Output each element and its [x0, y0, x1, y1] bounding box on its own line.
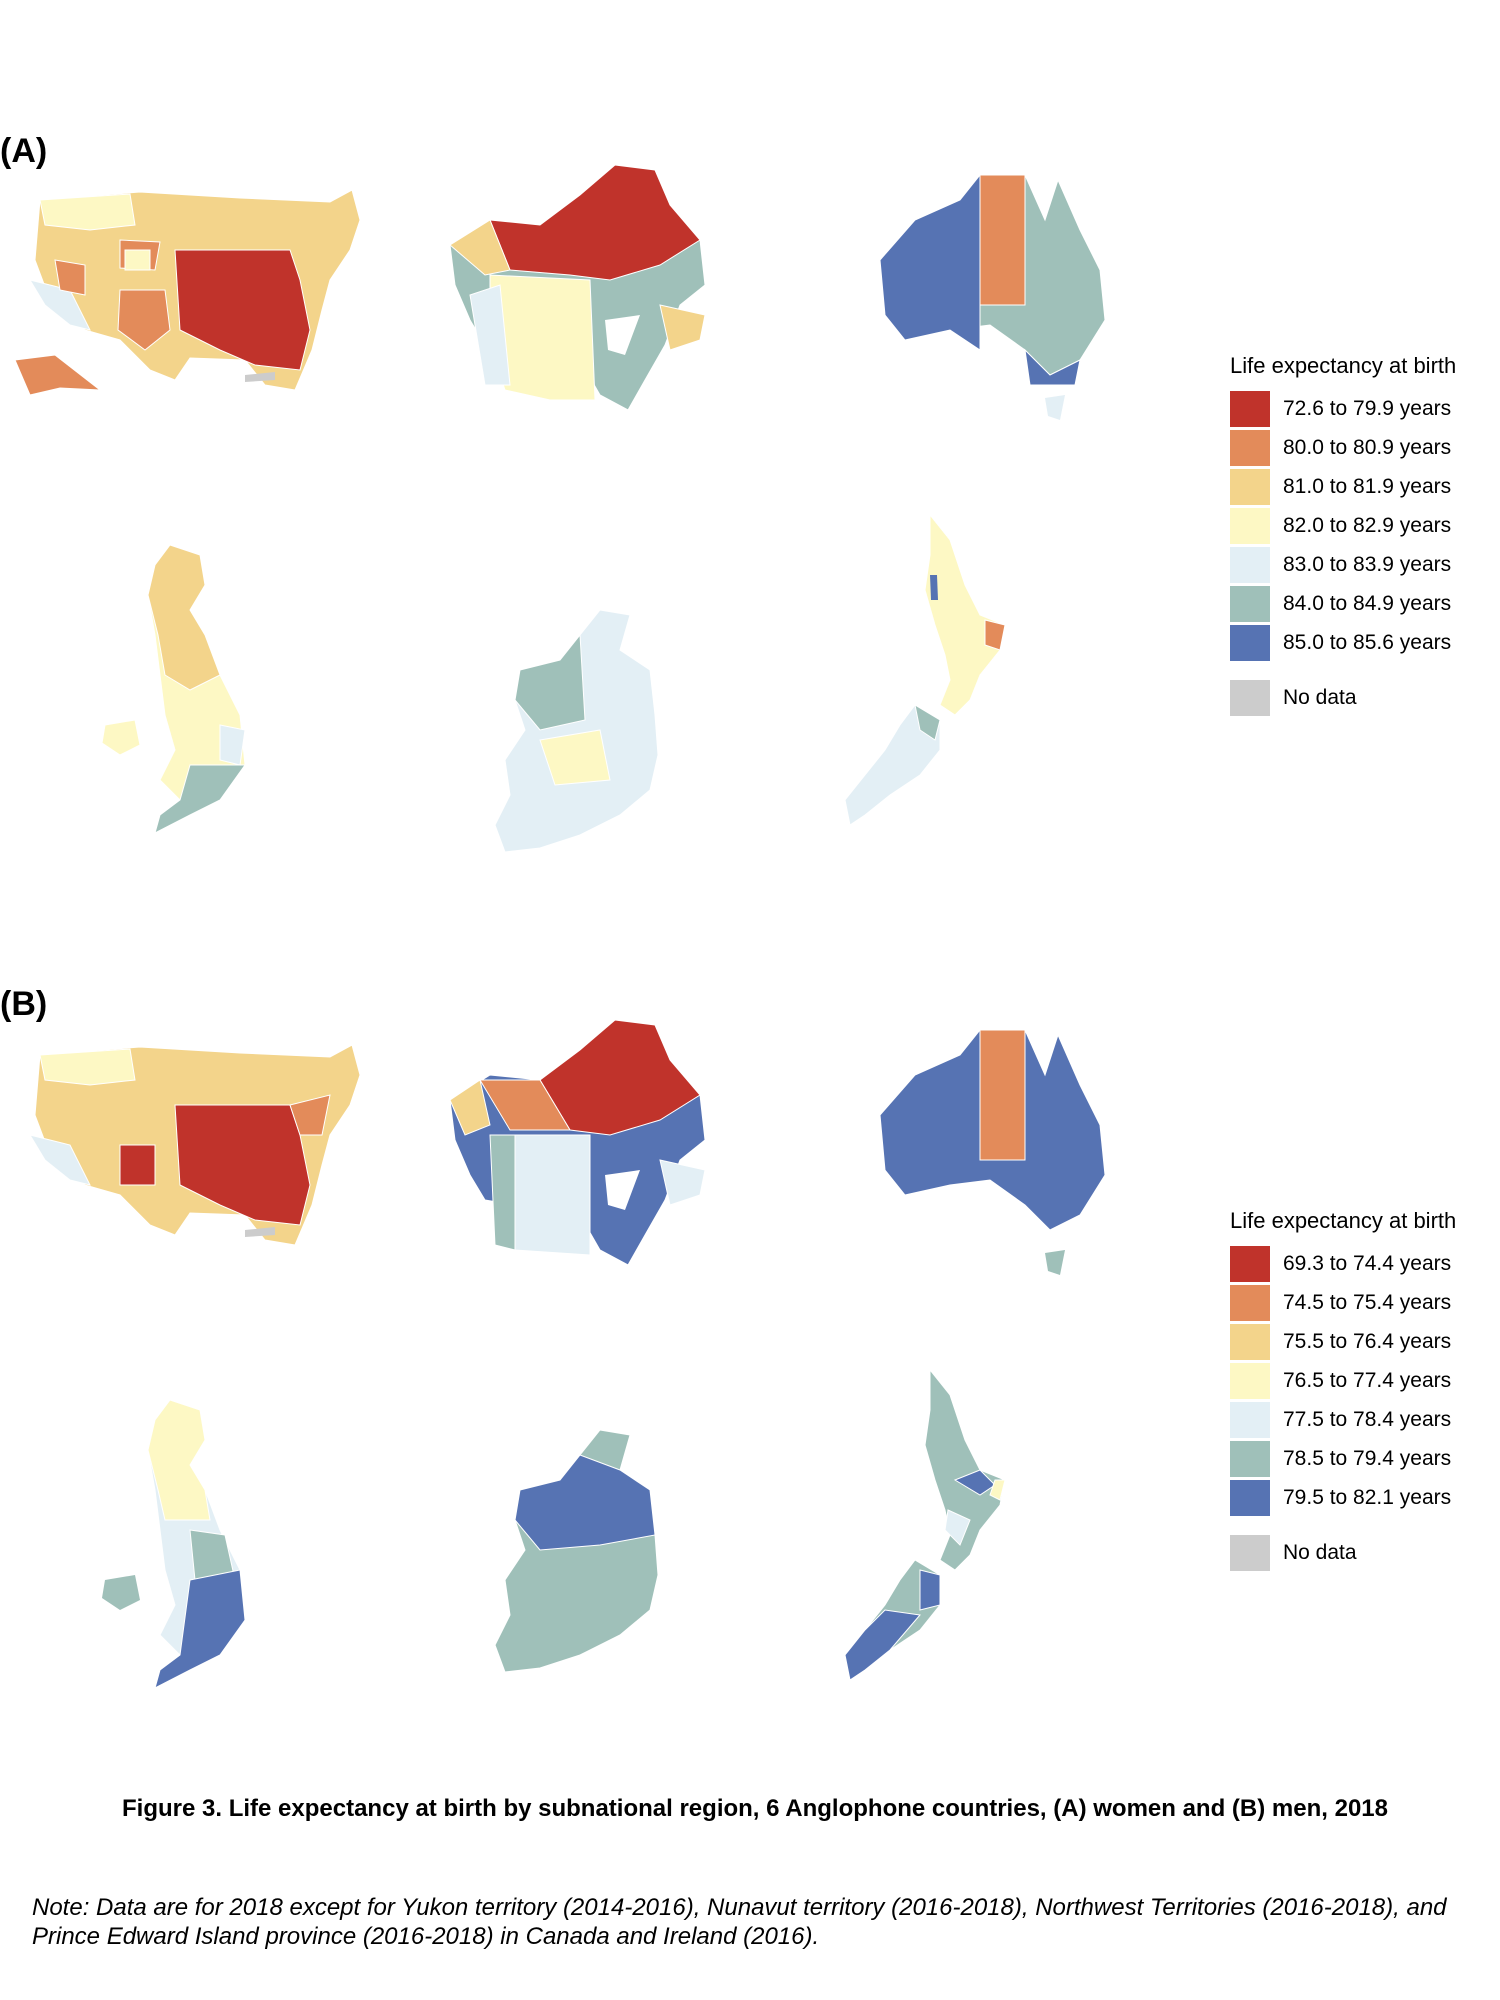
legend-swatch [1230, 546, 1270, 583]
legend-b: Life expectancy at birth 69.3 to 74.4 ye… [1230, 1208, 1500, 1572]
map-a-australia [879, 173, 1106, 421]
map-a-canada [449, 164, 706, 411]
legend-label: 74.5 to 75.4 years [1283, 1290, 1452, 1314]
map-b-uk [101, 1399, 246, 1689]
legend-label: 82.0 to 82.9 years [1283, 513, 1452, 537]
legend-label: 85.0 to 85.6 years [1283, 630, 1452, 654]
legend-b-item: 79.5 to 82.1 years [1230, 1478, 1500, 1517]
legend-b-item: 69.3 to 74.4 years [1230, 1244, 1500, 1283]
legend-a-item: 84.0 to 84.9 years [1230, 584, 1500, 623]
legend-label: 75.5 to 76.4 years [1283, 1329, 1452, 1353]
panel-a-label: (A) [0, 132, 48, 170]
legend-a-no-data: No data [1230, 678, 1500, 717]
legend-b-title: Life expectancy at birth [1230, 1208, 1457, 1233]
legend-swatch [1230, 1362, 1270, 1399]
legend-label: 79.5 to 82.1 years [1283, 1485, 1452, 1509]
legend-swatch [1230, 1401, 1270, 1438]
legend-b-item: 76.5 to 77.4 years [1230, 1361, 1500, 1400]
legend-label: 78.5 to 79.4 years [1283, 1446, 1452, 1470]
legend-swatch [1230, 1245, 1270, 1282]
legend-swatch [1230, 1440, 1270, 1477]
legend-b-item: 75.5 to 76.4 years [1230, 1322, 1500, 1361]
legend-swatch [1230, 390, 1270, 427]
legend-label: No data [1283, 685, 1357, 709]
map-b-canada [449, 1019, 706, 1266]
legend-swatch [1230, 507, 1270, 544]
legend-swatch [1230, 624, 1270, 661]
map-b-ireland [494, 1429, 659, 1673]
legend-label: 72.6 to 79.9 years [1283, 396, 1452, 420]
legend-swatch [1230, 1479, 1270, 1516]
legend-swatch [1230, 1284, 1270, 1321]
legend-a: Life expectancy at birth 72.6 to 79.9 ye… [1230, 353, 1500, 717]
map-b-usa [28, 1044, 361, 1246]
map-b-australia [879, 1029, 1106, 1276]
legend-label: 83.0 to 83.9 years [1283, 552, 1452, 576]
legend-swatch [1230, 585, 1270, 622]
legend-a-item: 82.0 to 82.9 years [1230, 506, 1500, 545]
map-b-new-zealand [844, 1369, 1006, 1681]
legend-swatch [1230, 679, 1270, 716]
map-a-new-zealand [844, 513, 1006, 826]
legend-b-item: 77.5 to 78.4 years [1230, 1400, 1500, 1439]
figure-caption: Figure 3. Life expectancy at birth by su… [122, 1795, 1388, 1822]
legend-a-item: 85.0 to 85.6 years [1230, 623, 1500, 662]
legend-label: 69.3 to 74.4 years [1283, 1251, 1452, 1275]
legend-swatch [1230, 1323, 1270, 1360]
legend-b-item: 74.5 to 75.4 years [1230, 1283, 1500, 1322]
legend-label: 76.5 to 77.4 years [1283, 1368, 1452, 1392]
legend-label: 77.5 to 78.4 years [1283, 1407, 1452, 1431]
legend-a-item: 83.0 to 83.9 years [1230, 545, 1500, 584]
legend-b-no-data: No data [1230, 1533, 1500, 1572]
map-a-usa [14, 189, 361, 396]
legend-swatch [1230, 1534, 1270, 1571]
legend-a-title: Life expectancy at birth [1230, 353, 1457, 378]
panel-b-label: (B) [0, 985, 48, 1023]
legend-label: No data [1283, 1540, 1357, 1564]
legend-swatch [1230, 429, 1270, 466]
map-a-ireland [494, 609, 659, 853]
legend-label: 81.0 to 81.9 years [1283, 474, 1452, 498]
legend-swatch [1230, 468, 1270, 505]
legend-label: 80.0 to 80.9 years [1283, 435, 1452, 459]
legend-label: 84.0 to 84.9 years [1283, 591, 1452, 615]
legend-a-item: 80.0 to 80.9 years [1230, 428, 1500, 467]
figure-note: Note: Data are for 2018 except for Yukon… [32, 1894, 1447, 1950]
map-a-uk [101, 544, 246, 834]
legend-a-item: 72.6 to 79.9 years [1230, 389, 1500, 428]
legend-a-item: 81.0 to 81.9 years [1230, 467, 1500, 506]
legend-b-item: 78.5 to 79.4 years [1230, 1439, 1500, 1478]
